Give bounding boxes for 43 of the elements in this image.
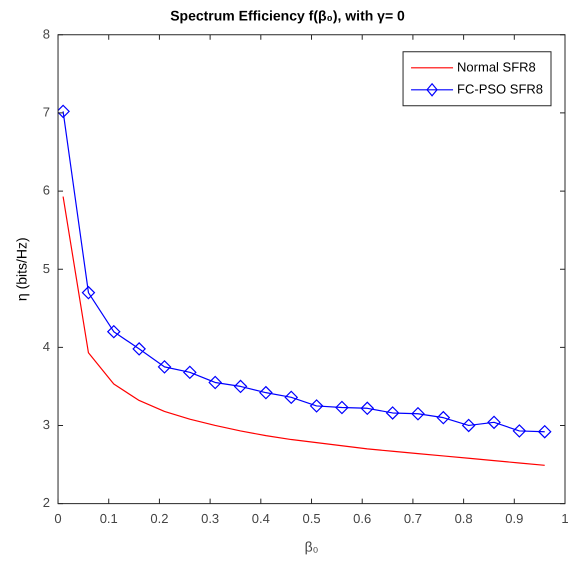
- y-tick-label: 7: [42, 104, 50, 120]
- point: [360, 402, 374, 415]
- y-axis-title: η (bits/Hz): [13, 237, 30, 302]
- x-axis-title: β₀: [304, 538, 319, 554]
- x-tick-label: 0.1: [100, 510, 118, 526]
- x-tick-label: 0.5: [302, 510, 321, 526]
- point: [82, 286, 96, 300]
- point: [335, 400, 349, 414]
- point: [436, 411, 450, 424]
- point: [487, 416, 501, 429]
- y-tick-label: 3: [42, 417, 50, 432]
- chart-title: Spectrum Efficiency f(β₀), with γ= 0: [170, 7, 406, 24]
- y-tick-label: 8: [42, 26, 50, 42]
- point: [284, 390, 298, 404]
- x-tick-label: 0.7: [404, 510, 422, 526]
- point: [107, 325, 120, 338]
- point: [58, 104, 70, 118]
- x-tick-label: 0.6: [353, 510, 372, 526]
- point: [132, 342, 146, 356]
- x-tick-label: 0: [54, 510, 62, 526]
- x-tick-label: 0.2: [150, 510, 168, 526]
- y-tick-label: 6: [42, 182, 50, 198]
- point: [462, 418, 476, 432]
- point: [411, 407, 425, 420]
- point: [208, 376, 222, 390]
- x-tick-label: 1: [561, 510, 569, 526]
- x-tick-label: 0.8: [454, 510, 473, 526]
- y-tick-label: 5: [42, 260, 50, 276]
- point: [310, 399, 324, 413]
- point: [234, 380, 248, 393]
- x-tick-label: 0.3: [201, 510, 220, 526]
- point: [183, 366, 196, 379]
- legend-label: Normal SFR8: [457, 59, 536, 74]
- point: [512, 424, 526, 438]
- point: [158, 360, 172, 374]
- y-tick-label: 2: [42, 495, 50, 510]
- point: [386, 406, 400, 420]
- legend-label: FC-PSO SFR8: [457, 81, 544, 96]
- x-tick-label: 0.4: [252, 510, 270, 526]
- point: [538, 425, 552, 438]
- y-tick-label: 4: [42, 338, 50, 354]
- x-tick-label: 0.9: [505, 510, 524, 526]
- point: [259, 386, 272, 400]
